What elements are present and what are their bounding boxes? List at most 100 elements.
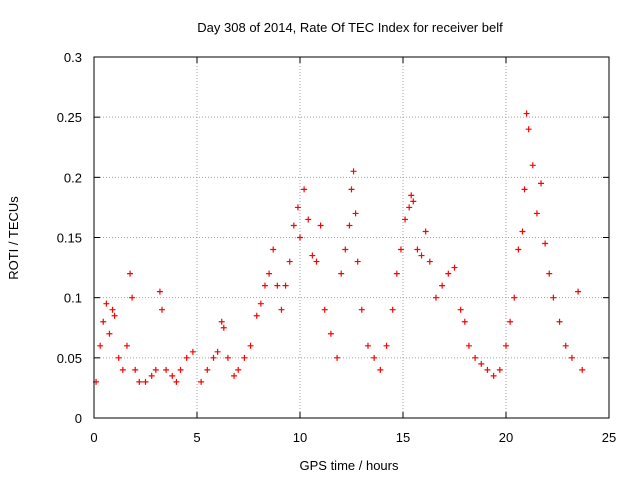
data-point bbox=[568, 354, 575, 361]
x-tick-label: 5 bbox=[193, 430, 200, 445]
data-point bbox=[132, 366, 139, 373]
data-point bbox=[408, 192, 415, 199]
data-point bbox=[410, 198, 417, 205]
data-point bbox=[503, 342, 509, 349]
data-point bbox=[461, 318, 468, 325]
data-point bbox=[220, 324, 227, 331]
data-point bbox=[542, 240, 549, 247]
data-point bbox=[204, 366, 211, 373]
data-point bbox=[377, 366, 384, 373]
data-point bbox=[465, 342, 472, 349]
data-point bbox=[224, 354, 231, 361]
data-point bbox=[235, 366, 242, 373]
data-point bbox=[418, 252, 425, 259]
data-point bbox=[350, 168, 357, 175]
data-point bbox=[352, 210, 359, 217]
data-point bbox=[525, 126, 532, 133]
x-tick-label: 0 bbox=[90, 430, 97, 445]
x-tick-label: 20 bbox=[499, 430, 513, 445]
data-point bbox=[579, 366, 586, 373]
data-point bbox=[210, 354, 217, 361]
data-point bbox=[115, 354, 122, 361]
data-point bbox=[111, 312, 118, 319]
data-point bbox=[136, 378, 143, 385]
data-point bbox=[305, 216, 312, 223]
data-point bbox=[383, 342, 390, 349]
data-point bbox=[334, 354, 341, 361]
data-point bbox=[321, 306, 328, 313]
y-tick-label: 0 bbox=[75, 411, 82, 426]
x-tick-label: 10 bbox=[293, 430, 307, 445]
data-point bbox=[214, 348, 221, 355]
data-point bbox=[270, 246, 277, 253]
data-point bbox=[422, 228, 429, 235]
data-point bbox=[511, 294, 518, 301]
data-point bbox=[103, 300, 110, 307]
plot-frame bbox=[93, 56, 610, 419]
data-point bbox=[158, 306, 165, 313]
data-point bbox=[282, 282, 289, 289]
data-point bbox=[278, 306, 285, 313]
y-tick-label: 0.3 bbox=[64, 50, 82, 65]
data-point bbox=[317, 222, 324, 229]
data-point bbox=[389, 306, 396, 313]
data-point bbox=[218, 318, 225, 325]
data-point bbox=[432, 294, 439, 301]
y-axis-label: ROTI / TECUs bbox=[6, 196, 21, 280]
data-point bbox=[241, 354, 248, 361]
data-point bbox=[346, 222, 353, 229]
data-point bbox=[301, 186, 308, 193]
data-point bbox=[342, 246, 349, 253]
data-point bbox=[152, 366, 159, 373]
data-point bbox=[538, 180, 545, 187]
data-point bbox=[123, 342, 130, 349]
data-point bbox=[519, 228, 526, 235]
data-point bbox=[451, 264, 458, 271]
data-point bbox=[426, 258, 433, 265]
y-tick-label: 0.1 bbox=[64, 291, 82, 306]
data-point bbox=[290, 222, 297, 229]
data-point bbox=[142, 378, 149, 385]
data-point bbox=[119, 366, 126, 373]
data-point bbox=[183, 354, 190, 361]
data-point bbox=[354, 258, 361, 265]
data-point bbox=[364, 342, 371, 349]
data-point bbox=[97, 342, 104, 349]
data-point bbox=[445, 270, 452, 277]
data-point bbox=[109, 306, 116, 313]
data-point bbox=[286, 258, 293, 265]
data-point bbox=[562, 342, 569, 349]
data-point bbox=[106, 330, 113, 337]
data-point bbox=[575, 288, 582, 295]
data-point bbox=[294, 204, 301, 211]
data-point bbox=[127, 270, 134, 277]
data-point bbox=[189, 348, 196, 355]
data-point bbox=[478, 360, 485, 367]
y-tick-label: 0.2 bbox=[64, 170, 82, 185]
data-point bbox=[496, 366, 503, 373]
data-point bbox=[173, 378, 180, 385]
data-point bbox=[546, 270, 553, 277]
data-point bbox=[231, 372, 238, 379]
data-point bbox=[313, 258, 320, 265]
data-point bbox=[338, 270, 345, 277]
data-point bbox=[371, 354, 378, 361]
x-tick-label: 15 bbox=[396, 430, 410, 445]
data-point bbox=[169, 372, 176, 379]
y-tick-label: 0.25 bbox=[57, 110, 82, 125]
data-point bbox=[515, 246, 522, 253]
data-point bbox=[550, 294, 557, 301]
data-point bbox=[397, 246, 404, 253]
data-point bbox=[439, 282, 446, 289]
data-point bbox=[266, 270, 273, 277]
ticks-layer: 0 0.05 0.1 0.15 0.2 0.25 0.3 0 5 10 15 20 25 bbox=[57, 50, 617, 445]
data-point bbox=[472, 354, 479, 361]
grid-layer bbox=[94, 57, 609, 418]
data-point bbox=[156, 288, 163, 295]
data-point bbox=[507, 318, 514, 325]
data-point bbox=[529, 162, 536, 169]
data-point bbox=[297, 234, 303, 241]
data-point bbox=[521, 186, 528, 193]
